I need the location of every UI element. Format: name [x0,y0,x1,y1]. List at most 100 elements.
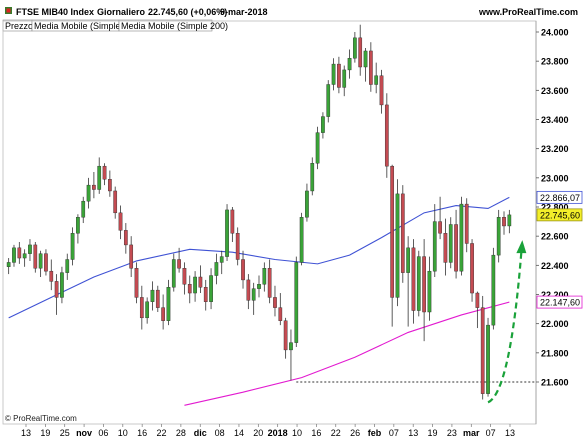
candle[interactable] [12,244,16,267]
candle[interactable] [187,275,192,304]
candle[interactable] [193,271,197,302]
website-label[interactable]: www.ProRealTime.com [478,7,578,17]
candle[interactable] [70,227,75,266]
candle[interactable] [448,217,453,269]
candle[interactable] [171,253,176,292]
candle[interactable] [267,259,272,304]
candle[interactable] [155,285,160,312]
candle[interactable] [129,236,134,277]
candle[interactable] [235,227,240,266]
candle[interactable] [97,157,102,194]
candle[interactable] [400,185,405,283]
time-tick-label: 10 [118,428,128,438]
candle[interactable] [134,262,139,304]
candle[interactable] [161,294,165,330]
candle[interactable] [491,247,496,330]
candle[interactable] [262,262,267,292]
candle[interactable] [38,250,43,277]
candle[interactable] [28,239,32,261]
candle[interactable] [150,281,155,311]
candle[interactable] [486,317,490,397]
candle[interactable] [464,198,469,253]
candle[interactable] [374,62,379,94]
plot-area[interactable] [6,24,536,406]
candle[interactable] [33,242,38,273]
candle[interactable] [347,49,352,79]
candle[interactable] [273,285,277,317]
candle[interactable] [305,183,309,222]
candle[interactable] [395,179,400,307]
candle[interactable] [310,157,315,196]
candle[interactable] [331,58,336,91]
candle[interactable] [102,163,107,186]
candle[interactable] [294,256,299,347]
candle[interactable] [92,172,96,199]
candle[interactable] [427,256,432,321]
candle[interactable] [470,239,474,302]
candle[interactable] [145,297,149,324]
candle[interactable] [246,274,251,310]
candle[interactable] [326,80,331,123]
candle[interactable] [123,223,128,254]
candle[interactable] [86,177,91,209]
candle[interactable] [60,266,64,304]
candle[interactable] [369,42,373,92]
candle[interactable] [214,253,219,285]
candle[interactable] [182,262,187,295]
candle[interactable] [438,196,442,240]
candle[interactable] [289,329,293,381]
candle[interactable] [507,209,512,234]
candle[interactable] [209,268,213,310]
candle[interactable] [113,186,118,219]
candle[interactable] [6,258,11,275]
candle[interactable] [358,24,363,76]
candle[interactable] [230,207,235,242]
candle[interactable] [475,291,480,329]
candle[interactable] [76,214,80,244]
ma200-price-label: 22.147,60 [536,295,583,309]
candle[interactable] [384,93,389,178]
candle[interactable] [44,249,48,276]
candle[interactable] [459,196,464,276]
candle[interactable] [203,279,208,311]
candle[interactable] [379,69,384,114]
candle[interactable] [257,275,261,298]
candle[interactable] [321,112,325,139]
candle[interactable] [81,196,86,224]
candle[interactable] [337,56,341,94]
candle[interactable] [17,242,22,264]
candle[interactable] [49,259,54,291]
candle[interactable] [454,209,458,279]
candle[interactable] [241,250,245,289]
candle[interactable] [251,282,256,315]
candle[interactable] [443,218,448,276]
candle[interactable] [342,65,347,97]
candle[interactable] [390,164,395,327]
candle[interactable] [139,285,144,330]
candle[interactable] [406,236,410,327]
candle[interactable] [219,250,224,275]
candle[interactable] [353,32,357,63]
candle[interactable] [198,265,203,294]
candle[interactable] [432,204,437,277]
candle[interactable] [166,279,171,326]
candle[interactable] [411,239,416,324]
candle[interactable] [177,247,181,273]
candle[interactable] [108,170,112,197]
candle[interactable] [299,212,304,266]
candle[interactable] [416,250,421,317]
candle[interactable] [315,126,320,170]
candle[interactable] [65,253,70,280]
candle[interactable] [422,239,426,342]
candle[interactable] [502,211,506,235]
candle[interactable] [225,204,229,261]
candle[interactable] [54,274,59,315]
candle[interactable] [283,317,288,359]
candle[interactable] [496,209,501,263]
candle[interactable] [22,249,27,267]
candle[interactable] [363,48,368,82]
candle[interactable] [480,295,485,400]
candle[interactable] [278,293,283,326]
candle[interactable] [118,205,123,240]
